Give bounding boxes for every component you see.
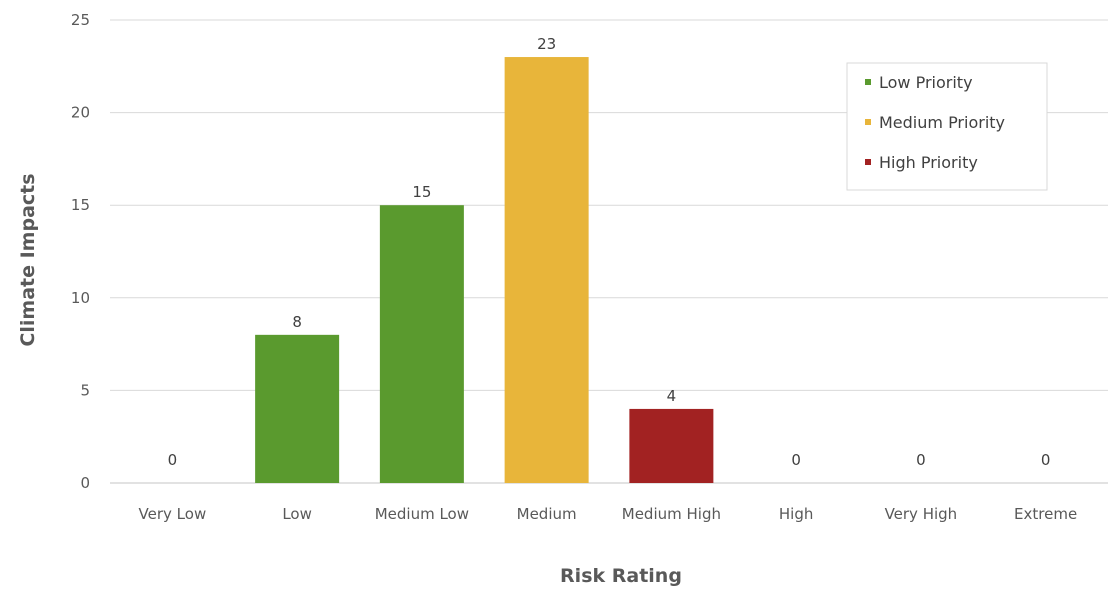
legend: Low Priority Medium Priority High Priority: [846, 62, 1048, 191]
x-tick-label: Extreme: [1014, 505, 1077, 523]
y-tick-label: 5: [80, 381, 90, 399]
x-tick-label: Very High: [885, 505, 958, 523]
legend-label-medium: Medium Priority: [879, 113, 1005, 132]
x-axis-title: Risk Rating: [560, 565, 682, 587]
y-axis-title: Climate Impacts: [17, 173, 39, 346]
legend-marker-low: [865, 79, 871, 85]
y-axis-ticks: 0 5 10 15 20 25: [71, 11, 90, 492]
data-label: 4: [667, 387, 677, 405]
bar-low: [255, 334, 340, 483]
legend-label-low: Low Priority: [879, 73, 973, 92]
y-tick-label: 15: [71, 196, 90, 214]
legend-marker-high: [865, 159, 871, 165]
x-tick-label: Very Low: [139, 505, 207, 523]
data-labels: 0 8 15 23 4 0 0 0: [168, 35, 1051, 469]
x-tick-label: Medium: [517, 505, 577, 523]
legend-marker-medium: [865, 119, 871, 125]
legend-label-high: High Priority: [879, 153, 978, 172]
data-label: 0: [791, 451, 801, 469]
bar-medium-low: [379, 205, 464, 483]
y-tick-label: 0: [80, 474, 90, 492]
bar-medium: [504, 57, 589, 483]
data-label: 23: [537, 35, 556, 53]
x-tick-label: Medium High: [622, 505, 721, 523]
y-tick-label: 25: [71, 11, 90, 29]
data-label: 0: [916, 451, 926, 469]
x-tick-label: Low: [282, 505, 312, 523]
y-tick-label: 20: [71, 104, 90, 122]
data-label: 15: [412, 183, 431, 201]
legend-box: [846, 62, 1048, 191]
data-label: 8: [292, 313, 302, 331]
x-tick-label: Medium Low: [375, 505, 469, 523]
x-axis-ticks: Very Low Low Medium Low Medium Medium High Hi…: [139, 505, 1078, 523]
bar-medium-high: [629, 408, 714, 483]
data-label: 0: [1041, 451, 1051, 469]
bars: [255, 57, 714, 483]
x-tick-label: High: [779, 505, 813, 523]
y-tick-label: 10: [71, 289, 90, 307]
data-label: 0: [168, 451, 178, 469]
